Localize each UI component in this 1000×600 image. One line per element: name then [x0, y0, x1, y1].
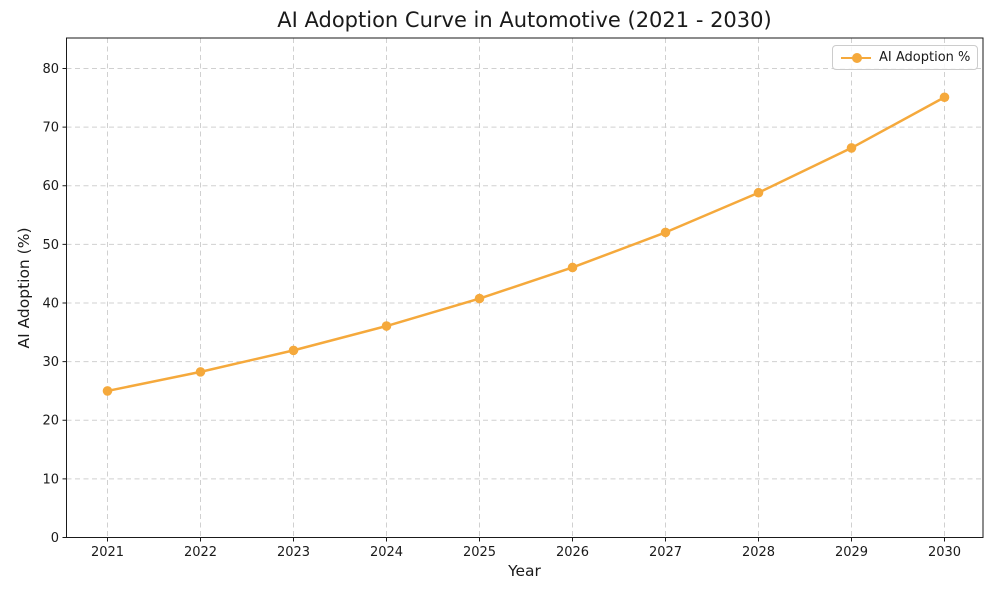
data-point-marker	[288, 345, 299, 356]
y-tick-label: 40	[42, 296, 59, 311]
x-tick-label: 2023	[277, 545, 310, 560]
x-tick-label: 2021	[91, 545, 124, 560]
data-point-marker	[939, 92, 950, 103]
x-tick-label: 2022	[184, 545, 217, 560]
legend-label: AI Adoption %	[879, 50, 971, 65]
y-tick-label: 0	[51, 531, 59, 546]
y-tick-label: 60	[42, 179, 59, 194]
y-tick-label: 50	[42, 238, 59, 253]
data-point-marker	[195, 367, 206, 377]
series-line	[106, 96, 946, 393]
y-tick-label: 10	[42, 472, 59, 487]
y-tick-label: 80	[42, 62, 59, 77]
x-tick-label: 2028	[742, 545, 775, 560]
y-tick-label: 30	[42, 355, 59, 370]
x-tick-label: 2029	[835, 545, 868, 560]
data-point-marker	[381, 321, 392, 331]
data-point-marker	[567, 262, 578, 273]
x-tick-label: 2026	[556, 545, 589, 560]
data-point-marker	[102, 386, 113, 396]
axes-spines	[66, 37, 984, 538]
x-axis-label: Year	[508, 562, 541, 580]
x-tick-label: 2025	[463, 545, 496, 560]
data-point-marker	[753, 187, 764, 198]
chart-title: AI Adoption Curve in Automotive (2021 - …	[277, 8, 772, 32]
y-tick-label: 20	[42, 414, 59, 429]
legend-line-marker-icon	[841, 52, 871, 63]
x-tick-label: 2027	[649, 545, 682, 560]
data-point-marker	[474, 293, 485, 304]
data-point-marker	[846, 143, 857, 153]
x-tick-label: 2024	[370, 545, 403, 560]
x-tick-label: 2030	[928, 545, 961, 560]
y-tick-label: 70	[42, 121, 59, 136]
legend-marker-icon	[851, 52, 862, 63]
legend: AI Adoption %	[832, 45, 978, 70]
data-point-marker	[660, 227, 671, 238]
